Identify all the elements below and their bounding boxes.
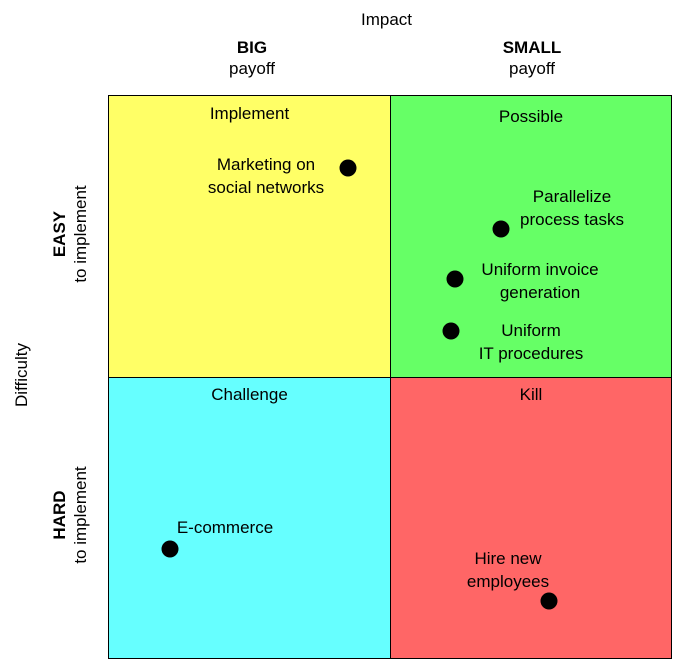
column-header-sub: payoff [508,59,555,78]
item-label-it: Uniform IT procedures [468,319,594,365]
column-header-main: BIG [236,38,268,57]
item-label-invoice: Uniform invoice generation [470,258,610,304]
x-axis-title: Impact [361,10,413,29]
quadrant-title: Challenge [211,385,288,404]
row-header-main: EASY [50,210,69,258]
y-axis-title: Difficulty [12,343,31,407]
item-label-line: social networks [207,178,325,197]
quadrant-possible: Possible [390,95,672,378]
item-label-line: employees [466,572,550,591]
item-label-line: E-commerce [176,518,274,537]
row-header-easy: EASY to implement [49,144,91,324]
item-label-hire: Hire new employees [456,547,560,593]
item-label-line: Uniform [501,321,561,340]
quadrant-challenge: Challenge [108,377,391,659]
item-dot-marketing [339,159,357,177]
item-dot-ecommerce [161,540,179,558]
item-dot-hire [540,592,558,610]
row-header-hard: HARD to implement [49,425,91,605]
item-label-line: Parallelize [532,187,612,206]
item-label-line: Marketing on [216,155,316,174]
row-header-sub: to implement [71,185,90,283]
item-label-marketing: Marketing on social networks [200,153,332,199]
row-header-sub: to implement [71,466,90,564]
quadrant-title: Possible [498,107,564,126]
item-label-line: generation [499,283,581,302]
quadrant-implement: Implement [108,95,391,378]
quadrant-kill: Kill [390,377,672,659]
item-dot-parallelize [492,220,510,238]
item-label-parallelize: Parallelize process tasks [510,185,634,231]
column-header-main: SMALL [502,38,562,57]
item-label-line: process tasks [520,210,624,229]
quadrant-title: Kill [519,385,543,404]
row-header-main: HARD [50,490,69,540]
item-label-ecommerce: E-commerce [168,516,282,539]
item-label-line: Hire new [474,549,542,568]
item-label-line: IT procedures [478,344,584,363]
column-header-big: BIG payoff [182,37,322,79]
item-label-line: Uniform invoice [481,260,599,279]
column-header-sub: payoff [228,59,275,78]
item-dot-invoice [446,270,464,288]
column-header-small: SMALL payoff [462,37,602,79]
item-dot-it [442,322,460,340]
quadrant-title: Implement [209,104,290,123]
